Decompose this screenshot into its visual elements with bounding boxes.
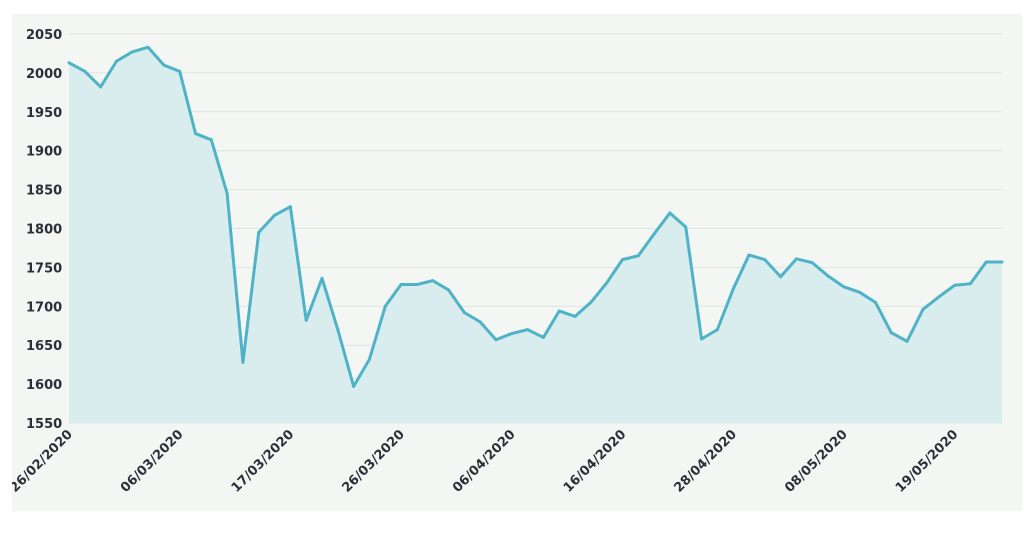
- data-point: [273, 213, 277, 217]
- x-axis: 26/02/2020 06/03/2020 17/03/2020 26/03/2020…: [12, 427, 961, 495]
- data-point: [652, 232, 656, 236]
- data-point: [873, 300, 877, 304]
- y-tick-label: 1550: [26, 417, 62, 432]
- data-point: [83, 69, 87, 73]
- data-point: [526, 328, 530, 332]
- data-point: [557, 309, 561, 313]
- price-line-chart: 1550 1600 1650 1700 1750 1800 1850 1900 1950 2000…: [12, 28, 1004, 496]
- data-point: [399, 283, 403, 287]
- data-point: [573, 314, 577, 318]
- y-tick-label: 1900: [26, 145, 62, 160]
- x-tick-label: 28/04/2020: [672, 427, 740, 495]
- data-point: [541, 335, 545, 339]
- data-point: [336, 328, 340, 332]
- data-point: [383, 304, 387, 308]
- data-point: [367, 357, 371, 361]
- data-point: [968, 282, 972, 286]
- data-point: [478, 320, 482, 324]
- y-tick-label: 1700: [26, 300, 62, 315]
- x-tick-label: 06/04/2020: [450, 427, 518, 495]
- data-point: [779, 275, 783, 279]
- data-point: [937, 295, 941, 299]
- data-point: [178, 69, 182, 73]
- x-tick-label: 26/02/2020: [12, 427, 76, 495]
- data-points: [67, 45, 1004, 388]
- data-point: [921, 307, 925, 311]
- data-point: [984, 260, 988, 264]
- chart-container: 1550 1600 1650 1700 1750 1800 1850 1900 1950 2000…: [12, 14, 1022, 511]
- data-point: [431, 279, 435, 283]
- data-point: [320, 276, 324, 280]
- y-axis: 1550 1600 1650 1700 1750 1800 1850 1900 1950 2000…: [26, 28, 62, 432]
- data-point: [462, 311, 466, 315]
- y-tick-label: 1950: [26, 106, 62, 121]
- data-point: [1000, 260, 1004, 264]
- x-tick-label: 06/03/2020: [118, 427, 186, 495]
- series-line: [68, 45, 1002, 388]
- y-tick-label: 1600: [26, 378, 62, 393]
- data-point: [494, 338, 498, 342]
- y-tick-label: 1650: [26, 339, 62, 354]
- y-tick-label: 1800: [26, 223, 62, 238]
- data-point: [352, 384, 356, 388]
- data-point: [146, 45, 150, 49]
- x-tick-label: 26/03/2020: [339, 427, 407, 495]
- data-point: [668, 211, 672, 215]
- data-point: [288, 205, 292, 209]
- y-tick-label: 2050: [26, 28, 62, 43]
- x-tick-label: 19/05/2020: [893, 427, 961, 495]
- data-point: [700, 337, 704, 341]
- data-point: [209, 138, 213, 142]
- data-point: [415, 283, 419, 287]
- y-tick-label: 1850: [26, 184, 62, 199]
- data-point: [241, 360, 245, 364]
- data-point: [162, 63, 166, 67]
- data-point: [731, 287, 735, 291]
- data-point: [130, 50, 134, 54]
- data-point: [794, 257, 798, 261]
- data-point: [810, 261, 814, 265]
- data-point: [605, 281, 609, 285]
- data-point: [510, 332, 514, 336]
- data-point: [225, 191, 229, 195]
- data-point: [99, 85, 103, 89]
- data-point: [304, 318, 308, 322]
- data-point: [257, 230, 261, 234]
- x-tick-label: 17/03/2020: [229, 427, 297, 495]
- data-point: [826, 274, 830, 278]
- data-point: [684, 225, 688, 229]
- x-tick-label: 16/04/2020: [561, 427, 629, 495]
- data-point: [905, 339, 909, 343]
- area-fill: [69, 47, 1002, 423]
- data-point: [620, 258, 624, 262]
- data-point: [67, 61, 71, 65]
- data-point: [114, 59, 118, 63]
- data-point: [763, 258, 767, 262]
- data-point: [953, 283, 957, 287]
- data-point: [636, 254, 640, 258]
- data-point: [858, 290, 862, 294]
- y-tick-label: 2000: [26, 67, 62, 82]
- x-tick-label: 08/05/2020: [782, 427, 850, 495]
- data-point: [589, 300, 593, 304]
- data-point: [889, 331, 893, 335]
- data-point: [447, 288, 451, 292]
- data-point: [842, 285, 846, 289]
- data-point: [715, 328, 719, 332]
- data-point: [747, 253, 751, 257]
- y-tick-label: 1750: [26, 261, 62, 276]
- data-point: [194, 132, 198, 136]
